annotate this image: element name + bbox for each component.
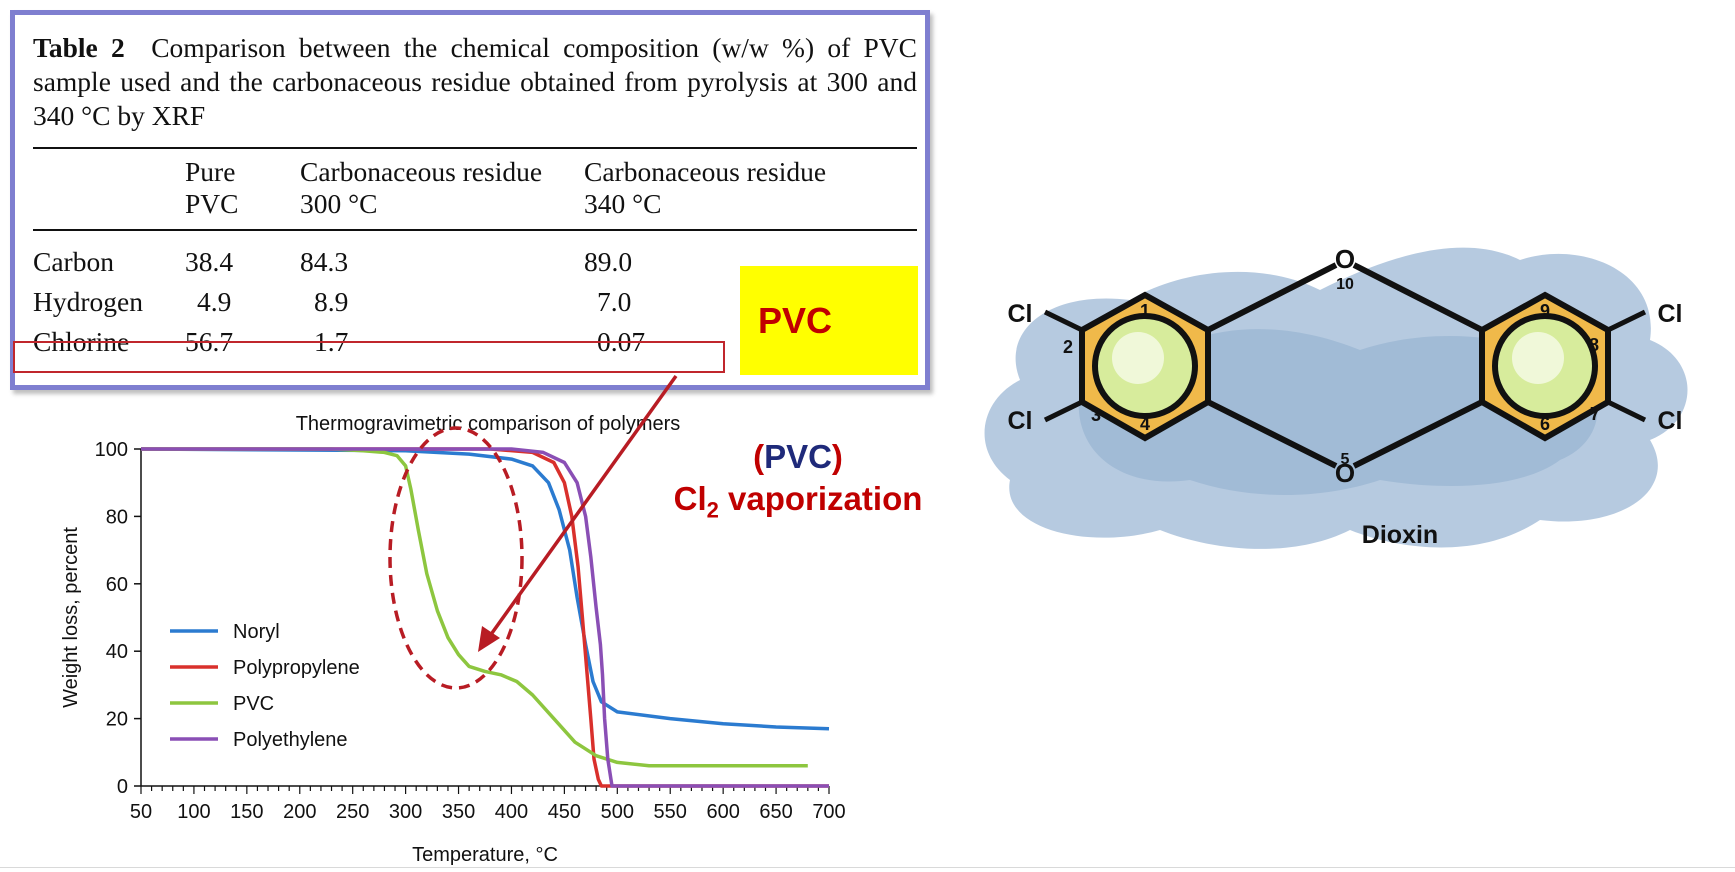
x-tick-label: 300 xyxy=(389,801,422,823)
annotation-paren-open: ( xyxy=(753,438,765,475)
table-caption: Table 2 Comparison between the chemical … xyxy=(33,31,917,133)
caption-label: Table 2 xyxy=(33,32,125,63)
x-tick-label: 50 xyxy=(130,801,152,823)
chart-title: Thermogravimetric comparison of polymers xyxy=(296,413,681,435)
atom-label-8: 8 xyxy=(1589,335,1599,355)
x-tick-label: 550 xyxy=(654,801,687,823)
page-bottom-rule xyxy=(0,867,1735,868)
x-tick-label: 400 xyxy=(495,801,528,823)
atom-label-9: 9 xyxy=(1540,301,1550,321)
bond-cl-2 xyxy=(1043,309,1084,333)
bond-left-top-o xyxy=(1206,262,1338,333)
legend-label-polyethylene: Polyethylene xyxy=(233,729,348,751)
cl-label-8: Cl xyxy=(1658,300,1683,328)
series-line-polyethylene xyxy=(141,447,829,788)
y-tick-label: 100 xyxy=(95,439,128,461)
atom-label-1: 1 xyxy=(1140,301,1150,321)
annotation-line1: (PVC) xyxy=(636,436,960,478)
annotation-pvc: PVC xyxy=(764,438,832,475)
y-tick-label: 20 xyxy=(106,709,128,731)
x-tick-label: 700 xyxy=(812,801,845,823)
annotation-sub: 2 xyxy=(706,497,719,523)
atom-label-7: 7 xyxy=(1590,404,1600,424)
atom-label-3: 3 xyxy=(1091,405,1101,425)
atom-label-2: 2 xyxy=(1063,337,1073,357)
arrow-head xyxy=(478,626,500,652)
right-ring-highlight xyxy=(1512,332,1564,384)
table-top-rule xyxy=(33,147,917,149)
chart-x-label: Temperature, °C xyxy=(412,844,558,866)
x-tick-label: 250 xyxy=(336,801,369,823)
annotation-vaporization: vaporization xyxy=(718,480,923,517)
row-carbon-340: 89.0 xyxy=(584,246,633,277)
oxygen-bottom-label: O xyxy=(1335,458,1355,488)
x-tick-label: 650 xyxy=(759,801,792,823)
dioxin-name-label: Dioxin xyxy=(1362,521,1438,549)
x-tick-label: 150 xyxy=(230,801,263,823)
x-tick-label: 350 xyxy=(442,801,475,823)
header-pure-line1: Pure xyxy=(185,156,236,187)
x-tick-label: 500 xyxy=(601,801,634,823)
x-tick-label: 100 xyxy=(177,801,210,823)
cl-label-3: Cl xyxy=(1008,407,1033,435)
bond-o-top-right xyxy=(1352,262,1484,333)
pvc-badge: PVC xyxy=(740,266,918,375)
caption-text: Comparison between the chemical composit… xyxy=(33,32,917,131)
y-tick-label: 80 xyxy=(106,506,128,528)
bond-cl-3 xyxy=(1043,399,1084,423)
series-line-pvc xyxy=(141,447,808,768)
table-panel: Table 2 Comparison between the chemical … xyxy=(10,10,930,390)
header-pure-line2: PVC xyxy=(185,188,239,219)
bond-cl-8 xyxy=(1606,309,1647,333)
header-340-line2: 340 °C xyxy=(584,188,662,219)
cl2-annotation: (PVC) Cl2 vaporization xyxy=(636,436,960,532)
x-tick-label: 600 xyxy=(706,801,739,823)
row-hydrogen-label: Hydrogen xyxy=(33,286,143,317)
x-tick-label: 450 xyxy=(548,801,581,823)
row-hydrogen-340: 7.0 xyxy=(597,286,632,317)
chlorine-highlight-box xyxy=(13,341,725,373)
row-hydrogen-pure: 4.9 xyxy=(197,286,232,317)
cl-label-7: Cl xyxy=(1658,407,1683,435)
legend-label-polypropylene: Polypropylene xyxy=(233,657,360,679)
legend-label-noryl: Noryl xyxy=(233,621,280,643)
row-carbon-pure: 38.4 xyxy=(185,246,234,277)
y-tick-label: 0 xyxy=(117,776,128,798)
row-carbon-label: Carbon xyxy=(33,246,114,277)
row-hydrogen-300: 8.9 xyxy=(314,286,349,317)
atom-label-6: 6 xyxy=(1540,414,1550,434)
header-300-line1: Carbonaceous residue xyxy=(300,156,543,187)
bond-left-bottom-o xyxy=(1206,399,1338,469)
bond-o-bottom-right xyxy=(1352,399,1484,469)
header-340-line1: Carbonaceous residue xyxy=(584,156,827,187)
atom-label-5: 5 xyxy=(1341,451,1350,468)
row-carbon-300: 84.3 xyxy=(300,246,349,277)
annotation-cl: Cl xyxy=(673,480,707,517)
series-line-polypropylene xyxy=(141,447,829,788)
y-tick-label: 40 xyxy=(106,641,128,663)
bond-cl-7 xyxy=(1606,399,1647,423)
pvc-dip-ellipse xyxy=(388,426,524,690)
header-300-line2: 300 °C xyxy=(300,188,378,219)
legend-label-pvc: PVC xyxy=(233,693,274,715)
atom-label-4: 4 xyxy=(1140,414,1150,434)
y-tick-label: 60 xyxy=(106,574,128,596)
x-tick-label: 200 xyxy=(283,801,316,823)
atom-label-10: 10 xyxy=(1336,276,1354,293)
left-ring-highlight xyxy=(1112,332,1164,384)
annotation-line2: Cl2 vaporization xyxy=(636,478,960,532)
oxygen-top-label: O xyxy=(1335,244,1355,274)
chart-y-label: Weight loss, percent xyxy=(60,527,82,708)
annotation-paren-close: ) xyxy=(831,438,843,475)
arrow-shaft xyxy=(485,374,678,642)
cl-label-2: Cl xyxy=(1008,300,1033,328)
table-header-rule xyxy=(33,229,917,231)
tga-chart: Thermogravimetric comparison of polymers… xyxy=(60,374,846,866)
dioxin-structure: O O Cl Cl Cl Cl 1 2 3 4 5 6 7 8 9 10 Dio… xyxy=(984,244,1688,549)
